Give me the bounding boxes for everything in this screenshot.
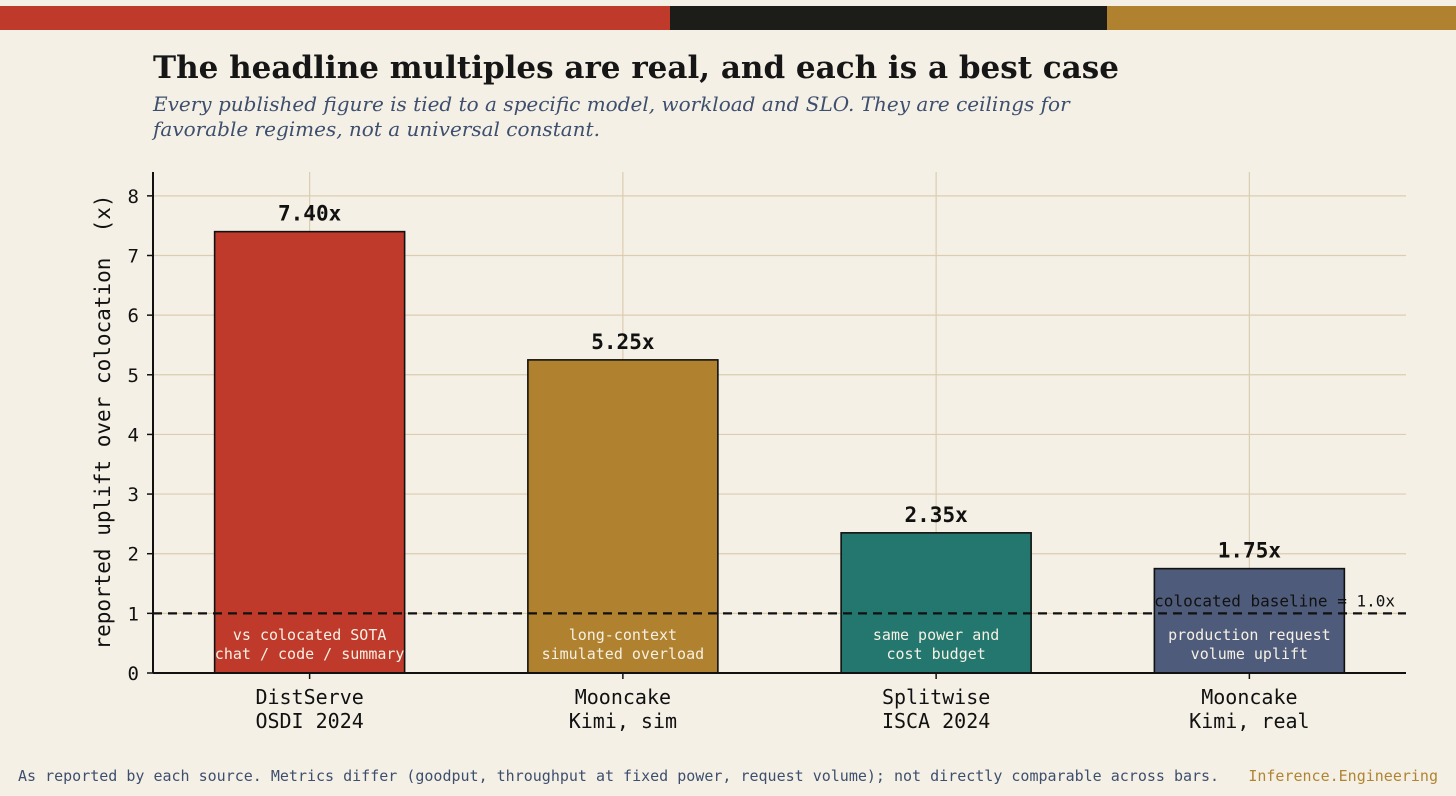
- bar-1: [527, 359, 719, 674]
- x-tick-label-1-1: Kimi, sim: [569, 709, 677, 733]
- y-tick-label-6: 6: [128, 305, 139, 327]
- x-tick-label-2-1: ISCA 2024: [882, 709, 990, 733]
- top-accent-bar-dark: [670, 6, 1107, 30]
- bar-note-3-1: volume uplift: [1191, 645, 1308, 663]
- chart-subtitle: Every published figure is tied to a spec…: [153, 92, 1070, 141]
- bar-note-2-0: same power and: [873, 626, 999, 644]
- chart-title: The headline multiples are real, and eac…: [153, 50, 1119, 86]
- y-tick-label-3: 3: [128, 484, 139, 506]
- bar-note-2-1: cost budget: [886, 645, 985, 663]
- top-accent-bar-red: [0, 6, 670, 30]
- value-label-1: 5.25x: [591, 330, 655, 354]
- bar-note-1-1: simulated overload: [542, 645, 705, 663]
- bar-note-0-0: vs colocated SOTA: [233, 626, 387, 644]
- bar-note-0-1: chat / code / summary: [215, 645, 405, 663]
- x-tick-label-2-0: Splitwise: [882, 685, 990, 709]
- footer-brand: Inference.Engineering: [1248, 767, 1438, 785]
- x-tick-label-0-0: DistServe: [255, 685, 363, 709]
- y-tick-label-1: 1: [128, 603, 139, 625]
- bar-note-3-0: production request: [1168, 626, 1331, 644]
- y-tick-label-5: 5: [128, 365, 139, 387]
- x-tick-label-0-1: OSDI 2024: [255, 709, 363, 733]
- x-tick-label-1-0: Mooncake: [575, 685, 671, 709]
- bar-note-1-0: long-context: [569, 626, 677, 644]
- value-label-3: 1.75x: [1218, 539, 1282, 563]
- y-tick-label-4: 4: [128, 424, 139, 446]
- value-label-0: 7.40x: [278, 202, 342, 226]
- x-tick-label-3-1: Kimi, real: [1189, 709, 1309, 733]
- bar-3: [1153, 567, 1346, 674]
- y-tick-label-7: 7: [128, 246, 139, 268]
- y-tick-label-2: 2: [128, 544, 139, 566]
- footer-source-note: As reported by each source. Metrics diff…: [18, 767, 1220, 785]
- top-accent-bar-gold: [1107, 6, 1456, 30]
- bar-2: [840, 532, 1032, 674]
- y-tick-label-8: 8: [128, 186, 139, 208]
- y-axis-title: reported uplift over colocation (x): [91, 194, 115, 649]
- value-label-2: 2.35x: [905, 503, 969, 527]
- x-tick-label-3-0: Mooncake: [1201, 685, 1297, 709]
- baseline-label: colocated baseline = 1.0x: [1154, 591, 1395, 610]
- y-tick-label-0: 0: [128, 663, 139, 685]
- bar-0: [213, 230, 406, 674]
